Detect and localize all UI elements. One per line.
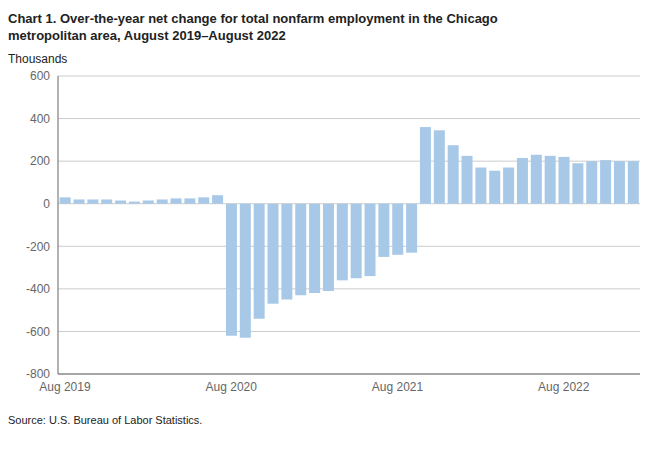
html-text:Chart 1. Over-the-year net cha: Chart 1. Over-the-year net change for to… — [8, 11, 498, 26]
svg-text:Aug 2019: Aug 2019 — [39, 380, 91, 394]
svg-text:Aug 2021: Aug 2021 — [372, 380, 424, 394]
html-text:Source: U.S. Bureau of Labor S: Source: U.S. Bureau of Labor Statistics. — [8, 414, 203, 426]
html-text:Thousands: Thousands — [8, 52, 68, 66]
svg-text:Aug 2022: Aug 2022 — [538, 380, 590, 394]
svg-text:Aug 2020: Aug 2020 — [206, 380, 258, 394]
svg-text:-200: -200 — [26, 240, 50, 254]
svg-text:-400: -400 — [26, 282, 50, 296]
html-text:metropolitan area, August 2019: metropolitan area, August 2019–August 20… — [8, 28, 286, 43]
svg-text:200: 200 — [30, 154, 50, 168]
svg-text:400: 400 — [30, 112, 50, 126]
svg-text:600: 600 — [30, 69, 50, 83]
svg-text:-600: -600 — [26, 325, 50, 339]
svg-text:-800: -800 — [26, 367, 50, 381]
svg-text:0: 0 — [43, 197, 50, 211]
